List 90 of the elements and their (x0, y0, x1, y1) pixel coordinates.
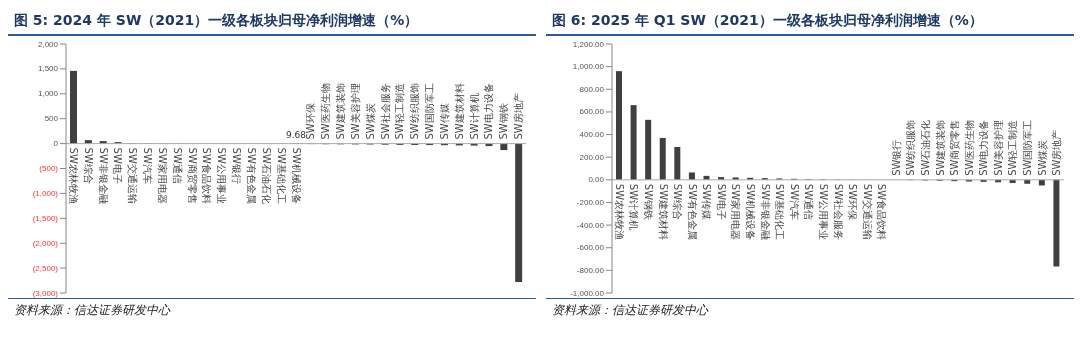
y-tick-label: 1,200.00 (572, 39, 605, 49)
y-tick-label: 0.00 (588, 175, 605, 185)
x-tick-label: SW传媒 (438, 103, 450, 140)
y-tick-label: 600.00 (579, 107, 605, 117)
x-tick-label: SW交通运输 (861, 183, 873, 241)
y-tick-label: 200.00 (579, 152, 605, 162)
x-tick-label: SW银行 (890, 139, 902, 176)
y-tick-label: 0 (53, 139, 59, 149)
x-tick-label: SW传媒 (701, 183, 713, 221)
x-tick-label: SW电子 (112, 147, 124, 184)
x-tick-label: SW通信 (803, 183, 815, 221)
x-tick-label: SW电力设备 (978, 119, 990, 176)
x-tick-label: SW家用电器 (730, 183, 742, 241)
x-tick-label: SW建筑装饰 (335, 83, 347, 140)
x-tick-label: SW钢铁 (498, 103, 510, 140)
x-tick-label: SW电子 (715, 183, 727, 221)
x-tick-label: SW建筑装饰 (934, 119, 946, 176)
y-tick-label: 1,000 (37, 89, 59, 99)
x-tick-label: SW非银金融 (759, 183, 771, 241)
x-tick-label: SW农林牧渔 (613, 183, 625, 241)
x-tick-label: SW钢铁 (642, 183, 654, 221)
x-tick-label: SW石油石化 (260, 147, 272, 204)
x-tick-label: SW纺织服饰 (409, 83, 421, 140)
x-tick-label: SW医药生物 (963, 119, 975, 176)
y-tick-label: 400.00 (579, 130, 605, 140)
x-tick-label: SW汽车 (788, 183, 800, 221)
y-tick-label: (1,500) (32, 213, 59, 223)
y-tick-label: -200.00 (576, 197, 605, 207)
x-tick-label: SW房地产 (1051, 129, 1063, 176)
y-tick-label: (3,000) (32, 288, 59, 298)
y-tick-label: (1,000) (32, 188, 59, 198)
x-tick-label: SW非银金融 (97, 147, 109, 204)
text: 资料来源：信达证券研发中心 (14, 302, 172, 319)
x-tick-label: SW有色金属 (245, 147, 257, 204)
x-tick-label: SW基础化工 (774, 183, 786, 241)
y-tick-label: -1,000.00 (570, 288, 605, 298)
x-tick-label: SW食品饮料 (201, 147, 213, 204)
x-tick-label: SW房地产 (513, 93, 525, 140)
y-tick-label: 2,000 (37, 39, 59, 49)
x-tick-label: SW轻工制造 (394, 83, 406, 140)
x-tick-label: SW商贸零售 (949, 119, 961, 176)
x-tick-label: SW轻工制造 (1007, 119, 1019, 176)
x-tick-label: SW交通运输 (127, 147, 139, 204)
x-tick-label: SW综合 (672, 183, 684, 221)
x-tick-label: SW计算机 (628, 183, 640, 231)
x-tick-label: SW汽车 (142, 147, 154, 184)
x-tick-label: SW社会服务 (832, 183, 844, 241)
x-tick-label: SW美容护理 (349, 83, 361, 140)
x-tick-label: SW建筑材料 (453, 83, 465, 140)
x-tick-label: SW机械设备 (745, 183, 757, 241)
x-tick-label: SW农林牧渔 (67, 147, 79, 204)
x-tick-label: SW公用事业 (216, 147, 228, 204)
x-tick-label: SW环保 (305, 103, 317, 140)
x-tick-label: SW家用电器 (156, 147, 168, 204)
x-tick-label: SW公用事业 (817, 183, 829, 241)
x-tick-label: SW煤炭 (364, 103, 376, 140)
x-tick-label: SW纺织服饰 (905, 119, 917, 176)
x-tick-label: SW机械设备 (290, 147, 302, 204)
x-tick-label: SW石油石化 (919, 119, 931, 176)
y-tick-label: -400.00 (576, 220, 605, 230)
y-tick-label: (2,000) (32, 238, 59, 248)
x-tick-label: SW有色金属 (686, 183, 698, 241)
x-tick-label: SW综合 (82, 147, 94, 184)
x-tick-label: SW环保 (847, 183, 859, 221)
y-tick-label: 500 (44, 114, 59, 124)
x-tick-label: SW基础化工 (275, 147, 287, 204)
x-tick-label: SW计算机 (468, 93, 480, 140)
x-tick-label: SW国防军工 (1022, 119, 1034, 176)
text: 资料来源：信达证券研发中心 (552, 302, 710, 319)
y-tick-label: (2,500) (32, 263, 59, 273)
chart-title: 图 6: 2025 年 Q1 SW（2021）一级各板块归母净利润增速（%） (546, 8, 1074, 36)
annotation: 9.68 (285, 130, 307, 141)
x-tick-label: SW电力设备 (483, 83, 495, 140)
y-tick-label: 1,000.00 (572, 62, 605, 72)
x-tick-label: SW通信 (171, 147, 183, 184)
chart-title: 图 5: 2024 年 SW（2021）一级各板块归母净利润增速（%） (8, 8, 536, 36)
y-tick-label: -600.00 (576, 243, 605, 253)
x-tick-label: SW医药生物 (320, 83, 332, 140)
x-tick-label: SW建筑材料 (657, 183, 669, 241)
y-tick-label: 800.00 (579, 84, 605, 94)
y-tick-label: 1,500 (37, 64, 59, 74)
x-tick-label: SW美容护理 (992, 119, 1004, 176)
y-tick-label: -800.00 (576, 265, 605, 275)
x-tick-label: SW国防军工 (424, 83, 436, 140)
x-tick-label: SW商贸零售 (186, 147, 198, 204)
x-tick-label: SW银行 (231, 147, 243, 184)
x-tick-label: SW食品饮料 (876, 183, 888, 241)
y-tick-label: (500) (39, 164, 59, 173)
x-tick-label: SW社会服务 (379, 83, 391, 140)
x-tick-label: SW煤炭 (1036, 139, 1048, 176)
